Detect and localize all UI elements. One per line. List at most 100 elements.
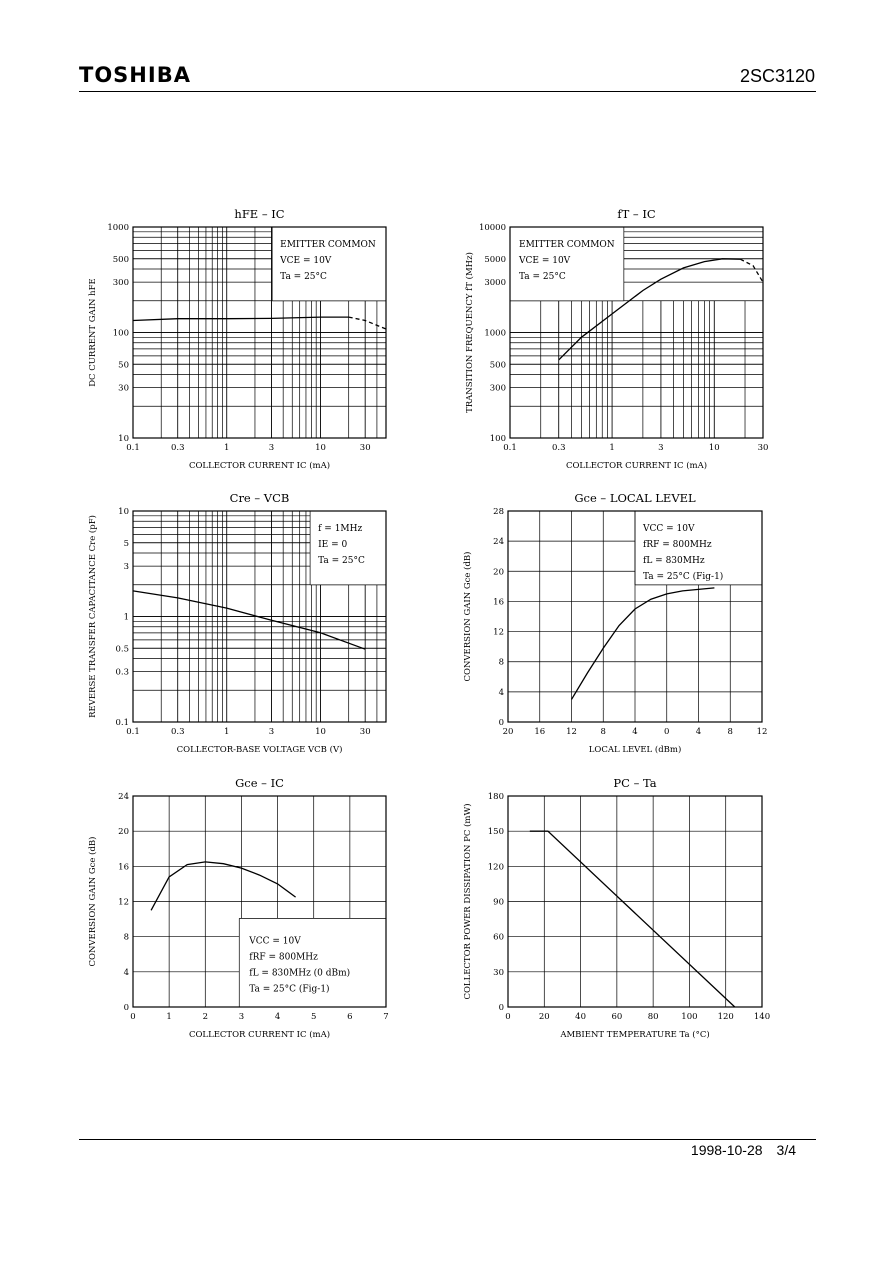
y-tick-label: 24 xyxy=(118,792,129,802)
y-tick-label: 5 xyxy=(124,539,129,549)
x-tick-label: 40 xyxy=(575,1012,586,1022)
footer: 1998-10-28 3/4 xyxy=(677,1142,796,1158)
y-tick-label: 10 xyxy=(118,434,129,444)
x-tick-label: 30 xyxy=(360,727,371,737)
x-tick-label: 3 xyxy=(269,443,274,453)
x-tick-label: 0.3 xyxy=(171,443,185,453)
x-tick-label: 5 xyxy=(311,1012,316,1022)
y-axis-label: CONVERSION GAIN Gce (dB) xyxy=(462,552,473,682)
chart-title: hFE – IC xyxy=(234,207,284,221)
y-tick-label: 120 xyxy=(488,862,504,872)
annotation-text: Ta = 25°C (Fig-1) xyxy=(643,571,723,582)
series-line xyxy=(132,316,349,322)
x-tick-label: 0 xyxy=(130,1012,135,1022)
y-tick-label: 24 xyxy=(493,537,504,547)
chart-hfe: 0.1 0.3 1 3 10 30 10 30 50 100 300 500 1000 hFE – IC C… xyxy=(88,207,387,471)
y-tick-label: 4 xyxy=(499,688,504,698)
y-tick-label: 8 xyxy=(124,933,129,943)
chart-cre: 0.1 0.3 1 3 10 30 0.1 0.3 0.5 1 3 5 10 Cre – VCB COLLE… xyxy=(87,491,387,755)
y-tick-label: 100 xyxy=(490,434,506,444)
x-tick-label: 30 xyxy=(360,443,371,453)
y-tick-label: 50 xyxy=(118,360,129,370)
annotation-text: EMITTER COMMON xyxy=(519,240,615,250)
annotation-text: fL = 830MHz (0 dBm) xyxy=(249,967,350,978)
x-tick-label: 0.1 xyxy=(126,727,140,737)
x-tick-label: 3 xyxy=(658,443,663,453)
x-tick-label: 0 xyxy=(664,727,669,737)
series-line xyxy=(529,830,736,1008)
annotation-text: VCC = 10V xyxy=(642,524,695,534)
y-tick-label: 3 xyxy=(124,562,129,572)
annotation-text: Ta = 25°C (Fig-1) xyxy=(249,983,329,994)
header-rule xyxy=(79,91,816,92)
annotation-text: fRF = 800MHz xyxy=(643,540,712,550)
annotation-text: fL = 830MHz xyxy=(643,556,705,566)
plot-frame xyxy=(132,795,387,1008)
x-tick-label: 100 xyxy=(681,1012,697,1022)
chart-pc-ta: 0 20 40 60 80 100 120 140 0 30 60 90 120 150 180 PC – T… xyxy=(462,776,770,1040)
y-tick-label: 10000 xyxy=(479,223,506,233)
footer-rule xyxy=(79,1139,816,1140)
chart-title: Cre – VCB xyxy=(230,491,290,505)
y-tick-label: 150 xyxy=(488,827,504,837)
annotation-text: VCC = 10V xyxy=(248,936,301,946)
y-axis-label: TRANSITION FREQUENCY fT (MHz) xyxy=(464,252,475,413)
plot-frame xyxy=(132,510,387,723)
x-axis-label: LOCAL LEVEL (dBm) xyxy=(589,744,682,755)
x-tick-label: 1 xyxy=(224,727,229,737)
y-axis-label: CONVERSION GAIN Gce (dB) xyxy=(87,837,98,967)
x-axis-label: COLLECTOR CURRENT IC (mA) xyxy=(189,1029,330,1040)
y-tick-label: 90 xyxy=(493,898,504,908)
annotation-text: VCE = 10V xyxy=(279,256,332,266)
chart-gce-lo: 20 16 12 8 4 0 4 8 12 0 4 8 12 16 20 24 28 Gce – LOCAL LE… xyxy=(462,491,767,755)
y-tick-label: 20 xyxy=(118,827,129,837)
y-tick-label: 10 xyxy=(118,507,129,517)
x-tick-label: 8 xyxy=(728,727,733,737)
annotation-text: VCE = 10V xyxy=(518,256,571,266)
y-tick-label: 100 xyxy=(113,329,129,339)
y-tick-label: 12 xyxy=(118,898,129,908)
series-line-dashed xyxy=(348,316,387,330)
chart-title: PC – Ta xyxy=(613,776,656,790)
y-tick-label: 28 xyxy=(493,507,504,517)
x-tick-label: 20 xyxy=(503,727,514,737)
y-tick-label: 60 xyxy=(493,933,504,943)
x-tick-label: 12 xyxy=(757,727,768,737)
brand-logo: TOSHIBA xyxy=(79,63,191,87)
y-tick-label: 0 xyxy=(499,1003,504,1013)
x-tick-label: 3 xyxy=(269,727,274,737)
y-tick-label: 180 xyxy=(488,792,504,802)
y-tick-label: 1000 xyxy=(107,223,129,233)
x-tick-label: 140 xyxy=(754,1012,770,1022)
x-axis-label: COLLECTOR CURRENT IC (mA) xyxy=(566,460,707,471)
x-tick-label: 10 xyxy=(709,443,720,453)
chart-ft: 0.1 0.3 1 3 10 30 100 300 500 1000 3000 5000 10000 fT… xyxy=(464,207,768,471)
y-tick-label: 300 xyxy=(113,278,129,288)
x-tick-label: 4 xyxy=(275,1012,280,1022)
x-tick-label: 1 xyxy=(224,443,229,453)
x-tick-label: 80 xyxy=(648,1012,659,1022)
y-tick-label: 0 xyxy=(499,718,504,728)
annotation-text: IE = 0 xyxy=(318,540,347,550)
y-axis-label: REVERSE TRANSFER CAPACITANCE Cre (pF) xyxy=(87,515,98,718)
annotation-text: EMITTER COMMON xyxy=(280,240,376,250)
x-tick-label: 20 xyxy=(539,1012,550,1022)
annotation-text: f = 1MHz xyxy=(318,524,362,534)
chart-title: Gce – IC xyxy=(235,776,284,790)
y-tick-label: 0.1 xyxy=(115,718,129,728)
y-tick-label: 20 xyxy=(493,567,504,577)
x-tick-label: 0.3 xyxy=(171,727,185,737)
y-tick-label: 300 xyxy=(490,384,506,394)
series-line xyxy=(150,861,296,911)
y-tick-label: 0.5 xyxy=(115,644,129,654)
annotation-text: Ta = 25°C xyxy=(318,556,365,566)
x-tick-label: 8 xyxy=(601,727,606,737)
y-tick-label: 500 xyxy=(113,255,129,265)
plot-frame xyxy=(509,226,764,439)
x-tick-label: 3 xyxy=(239,1012,244,1022)
x-tick-label: 1 xyxy=(609,443,614,453)
y-axis-label: COLLECTOR POWER DISSIPATION PC (mW) xyxy=(462,803,473,999)
y-axis-label: DC CURRENT GAIN hFE xyxy=(88,278,98,387)
